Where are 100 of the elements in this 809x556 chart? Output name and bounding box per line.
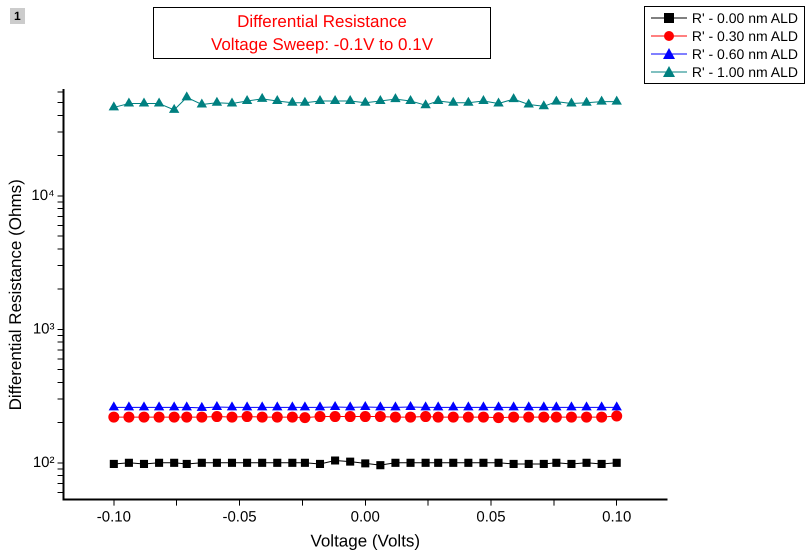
point: [228, 458, 236, 467]
point: [170, 458, 178, 467]
point: [464, 97, 474, 106]
point: [242, 411, 253, 422]
legend-label: R' - 0.00 nm ALD: [692, 9, 798, 27]
point: [448, 412, 459, 423]
point: [315, 402, 325, 410]
point: [464, 458, 472, 467]
point: [433, 402, 444, 410]
y-axis-title: Differential Resistance (Ohms): [6, 179, 25, 410]
point: [226, 412, 238, 423]
point: [540, 460, 548, 468]
x-axis-title: Voltage (Volts): [310, 531, 420, 550]
point: [612, 402, 622, 410]
point: [360, 401, 370, 410]
x-tick-label: 0.05: [476, 508, 506, 526]
point: [272, 402, 282, 410]
point: [508, 94, 518, 102]
point: [524, 402, 534, 410]
y-tick-label: 10⁴: [31, 186, 55, 204]
point: [168, 412, 180, 423]
point: [422, 458, 430, 467]
point: [124, 98, 134, 107]
text: 1: [10, 8, 25, 24]
point: [345, 95, 356, 104]
point: [552, 458, 560, 467]
point: [376, 461, 384, 470]
legend-label: R' - 0.60 nm ALD: [692, 45, 798, 63]
point: [169, 104, 179, 113]
point: [478, 95, 488, 104]
point: [567, 460, 576, 468]
point: [345, 402, 356, 410]
legend-label: R' - 0.30 nm ALD: [692, 27, 798, 45]
point: [330, 411, 341, 422]
point: [139, 402, 149, 410]
point: [390, 402, 400, 410]
point: [538, 412, 550, 423]
point: [299, 412, 310, 424]
point: [154, 412, 165, 423]
point: [196, 98, 207, 108]
point: [138, 412, 150, 423]
point: [494, 458, 503, 467]
point: [316, 460, 324, 468]
point: [300, 402, 310, 410]
point: [243, 458, 252, 467]
x-tick-label: -0.10: [96, 508, 131, 526]
point: [286, 412, 298, 423]
point: [390, 94, 400, 102]
point: [611, 410, 622, 422]
point: [566, 402, 576, 410]
point: [154, 98, 164, 107]
point: [273, 458, 282, 467]
point: [523, 412, 534, 423]
point: [155, 458, 164, 467]
point: [552, 96, 562, 105]
point: [139, 98, 149, 107]
point: [257, 93, 268, 102]
point: [598, 460, 606, 468]
point: [315, 95, 325, 104]
point: [376, 95, 386, 104]
point: [108, 102, 119, 110]
point: [154, 402, 164, 410]
point: [242, 95, 252, 104]
point: [612, 96, 622, 105]
point: [108, 402, 119, 410]
point: [538, 402, 549, 410]
point: [582, 97, 592, 106]
x-tick-label: 0.00: [350, 508, 380, 526]
point: [198, 458, 206, 467]
point: [374, 411, 386, 422]
point: [510, 460, 518, 468]
point: [182, 460, 191, 468]
point: [582, 402, 592, 410]
point: [212, 458, 221, 467]
point: [420, 411, 432, 422]
point: [448, 402, 458, 410]
point: [300, 97, 310, 106]
point: [123, 412, 134, 423]
point: [552, 402, 562, 410]
point: [330, 95, 340, 104]
point: [449, 458, 458, 467]
point: [124, 458, 133, 467]
point: [566, 412, 577, 423]
point: [182, 402, 192, 410]
y-tick-label: 10³: [32, 320, 55, 338]
point: [108, 412, 120, 423]
point: [524, 460, 533, 468]
point: [242, 402, 252, 410]
point: [420, 402, 430, 410]
point: [314, 411, 326, 422]
point: [478, 402, 488, 410]
point: [227, 402, 237, 410]
point: [256, 412, 268, 423]
chart-title: Differential Resistance Voltage Sweep: -0.1V to 0.1V: [153, 7, 491, 59]
point: [405, 412, 416, 423]
point: [406, 458, 415, 467]
point: [538, 100, 549, 110]
point: [258, 458, 266, 467]
point: [212, 97, 222, 106]
point: [391, 458, 400, 467]
